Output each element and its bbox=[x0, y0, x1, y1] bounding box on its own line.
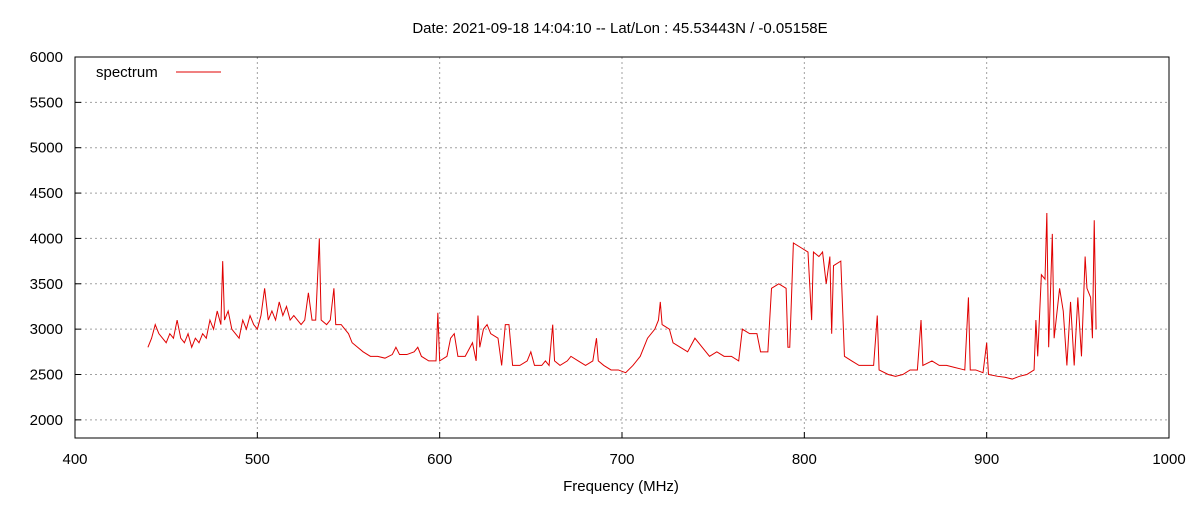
y-tick-label: 2500 bbox=[30, 367, 63, 384]
y-tick-label: 3500 bbox=[30, 276, 63, 293]
x-tick-label: 600 bbox=[427, 451, 452, 468]
x-tick-label: 700 bbox=[609, 451, 634, 468]
y-tick-label: 2000 bbox=[30, 412, 63, 429]
x-tick-label: 900 bbox=[974, 451, 999, 468]
x-tick-label: 1000 bbox=[1152, 451, 1185, 468]
plot-frame bbox=[74, 56, 1170, 439]
y-tick-label: 3000 bbox=[30, 321, 63, 338]
x-tick-label: 800 bbox=[792, 451, 817, 468]
legend-label: spectrum bbox=[96, 64, 158, 81]
x-axis-label: Frequency (MHz) bbox=[563, 478, 679, 495]
y-tick-label: 6000 bbox=[30, 49, 63, 66]
y-tick-label: 4000 bbox=[30, 230, 63, 247]
y-tick-label: 4500 bbox=[30, 185, 63, 202]
data-line bbox=[147, 213, 1097, 380]
y-tick-label: 5500 bbox=[30, 94, 63, 111]
y-tick-label: 5000 bbox=[30, 140, 63, 157]
chart-title: Date: 2021-09-18 14:04:10 -- Lat/Lon : 4… bbox=[412, 20, 827, 37]
x-tick-label: 400 bbox=[62, 451, 87, 468]
x-tick-label: 500 bbox=[245, 451, 270, 468]
